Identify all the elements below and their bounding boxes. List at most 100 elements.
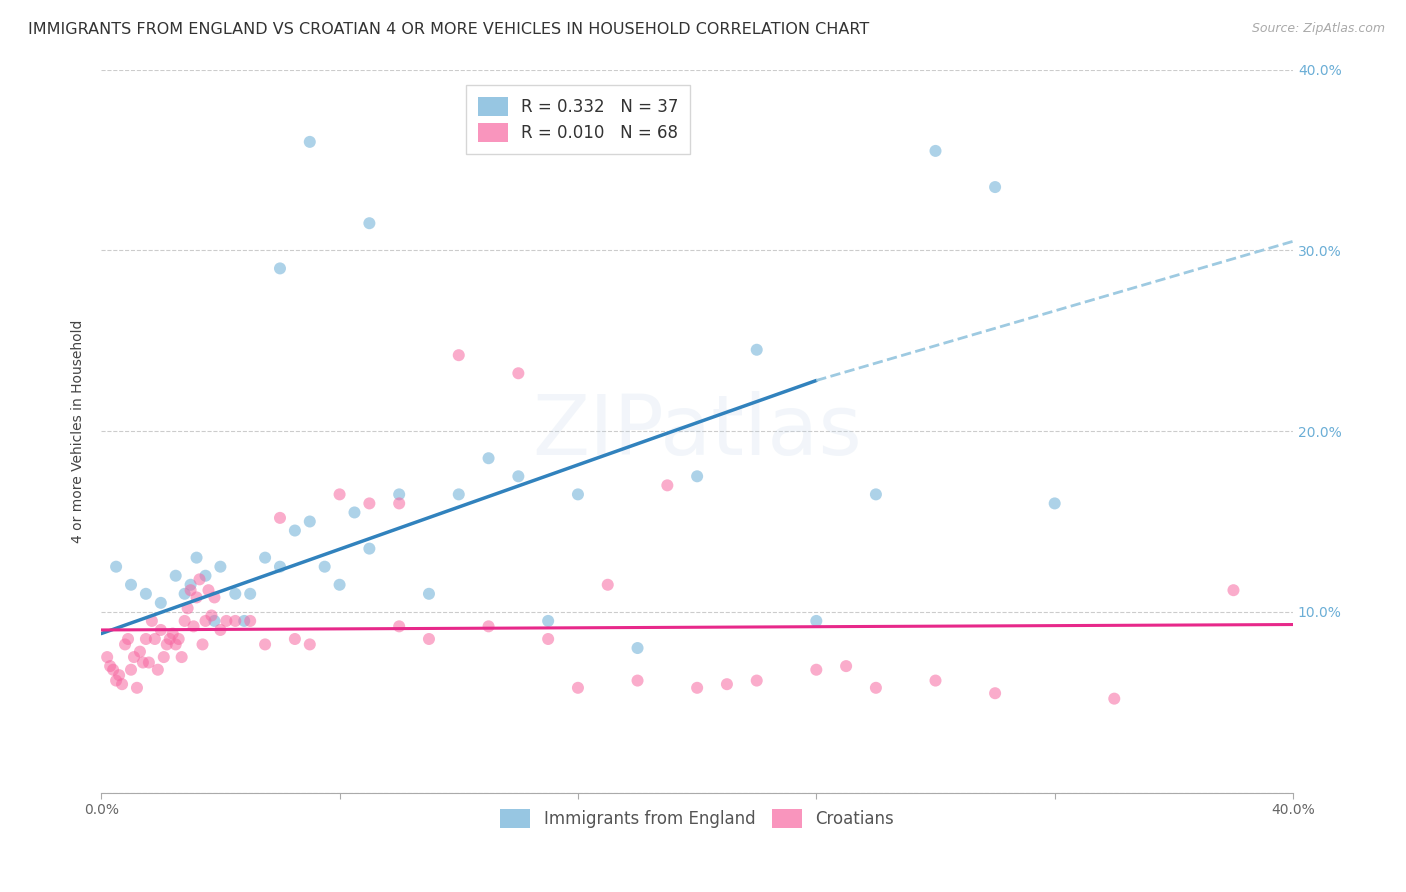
- Point: [180, 578, 202, 592]
- Point: [146, 663, 169, 677]
- Point: [447, 487, 470, 501]
- Point: [716, 677, 738, 691]
- Text: IMMIGRANTS FROM ENGLAND VS CROATIAN 4 OR MORE VEHICLES IN HOUSEHOLD CORRELATION : IMMIGRANTS FROM ENGLAND VS CROATIAN 4 OR…: [28, 22, 869, 37]
- Point: [359, 541, 381, 556]
- Point: [233, 614, 256, 628]
- Point: [537, 614, 560, 628]
- Point: [191, 637, 214, 651]
- Point: [298, 515, 321, 529]
- Point: [149, 596, 172, 610]
- Point: [194, 568, 217, 582]
- Point: [596, 578, 619, 592]
- Point: [359, 216, 381, 230]
- Point: [984, 180, 1007, 194]
- Point: [418, 632, 440, 646]
- Point: [418, 587, 440, 601]
- Point: [239, 587, 262, 601]
- Point: [117, 632, 139, 646]
- Point: [745, 343, 768, 357]
- Point: [186, 550, 208, 565]
- Point: [186, 591, 208, 605]
- Point: [269, 559, 291, 574]
- Point: [197, 583, 219, 598]
- Point: [209, 623, 232, 637]
- Point: [508, 469, 530, 483]
- Point: [329, 487, 352, 501]
- Point: [359, 496, 381, 510]
- Point: [1043, 496, 1066, 510]
- Point: [269, 261, 291, 276]
- Point: [269, 511, 291, 525]
- Point: [239, 614, 262, 628]
- Point: [149, 623, 172, 637]
- Point: [108, 668, 131, 682]
- Point: [388, 496, 411, 510]
- Point: [111, 677, 134, 691]
- Point: [114, 637, 136, 651]
- Text: Source: ZipAtlas.com: Source: ZipAtlas.com: [1251, 22, 1385, 36]
- Point: [162, 626, 184, 640]
- Point: [298, 637, 321, 651]
- Point: [224, 587, 246, 601]
- Point: [176, 601, 198, 615]
- Point: [567, 487, 589, 501]
- Point: [508, 366, 530, 380]
- Point: [924, 673, 946, 688]
- Point: [204, 591, 226, 605]
- Point: [135, 587, 157, 601]
- Point: [204, 614, 226, 628]
- Point: [1104, 691, 1126, 706]
- Point: [143, 632, 166, 646]
- Point: [284, 524, 307, 538]
- Point: [156, 637, 179, 651]
- Point: [865, 487, 887, 501]
- Point: [343, 506, 366, 520]
- Point: [806, 663, 828, 677]
- Point: [477, 619, 499, 633]
- Point: [173, 614, 195, 628]
- Point: [388, 487, 411, 501]
- Point: [745, 673, 768, 688]
- Point: [173, 587, 195, 601]
- Point: [657, 478, 679, 492]
- Point: [141, 614, 163, 628]
- Point: [298, 135, 321, 149]
- Point: [329, 578, 352, 592]
- Point: [105, 673, 128, 688]
- Point: [865, 681, 887, 695]
- Y-axis label: 4 or more Vehicles in Household: 4 or more Vehicles in Household: [72, 319, 86, 543]
- Point: [1222, 583, 1244, 598]
- Point: [984, 686, 1007, 700]
- Point: [447, 348, 470, 362]
- Point: [170, 650, 193, 665]
- Point: [209, 559, 232, 574]
- Point: [165, 637, 187, 651]
- Point: [105, 559, 128, 574]
- Point: [284, 632, 307, 646]
- Point: [224, 614, 246, 628]
- Point: [567, 681, 589, 695]
- Point: [626, 673, 648, 688]
- Point: [132, 656, 155, 670]
- Point: [159, 632, 181, 646]
- Point: [180, 583, 202, 598]
- Point: [125, 681, 148, 695]
- Point: [120, 663, 142, 677]
- Point: [129, 645, 152, 659]
- Point: [122, 650, 145, 665]
- Point: [215, 614, 238, 628]
- Point: [626, 640, 648, 655]
- Point: [101, 663, 124, 677]
- Point: [806, 614, 828, 628]
- Point: [200, 608, 222, 623]
- Point: [138, 656, 160, 670]
- Point: [194, 614, 217, 628]
- Point: [98, 659, 121, 673]
- Text: ZIPatlas: ZIPatlas: [533, 391, 862, 472]
- Point: [835, 659, 858, 673]
- Point: [537, 632, 560, 646]
- Point: [188, 572, 211, 586]
- Point: [165, 568, 187, 582]
- Point: [254, 550, 277, 565]
- Point: [183, 619, 205, 633]
